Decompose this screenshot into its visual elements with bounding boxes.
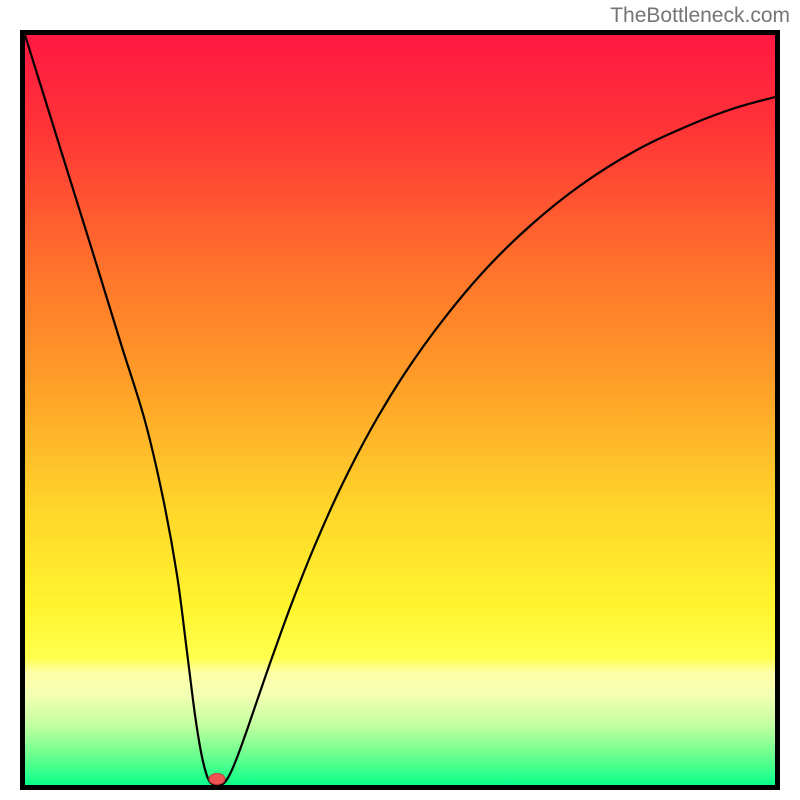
curve-layer	[25, 35, 775, 785]
plot-frame	[20, 30, 780, 790]
curve-line	[25, 35, 775, 785]
watermark-text: TheBottleneck.com	[610, 4, 790, 28]
min-marker-dot	[209, 774, 225, 785]
chart-container: TheBottleneck.com	[0, 0, 800, 800]
